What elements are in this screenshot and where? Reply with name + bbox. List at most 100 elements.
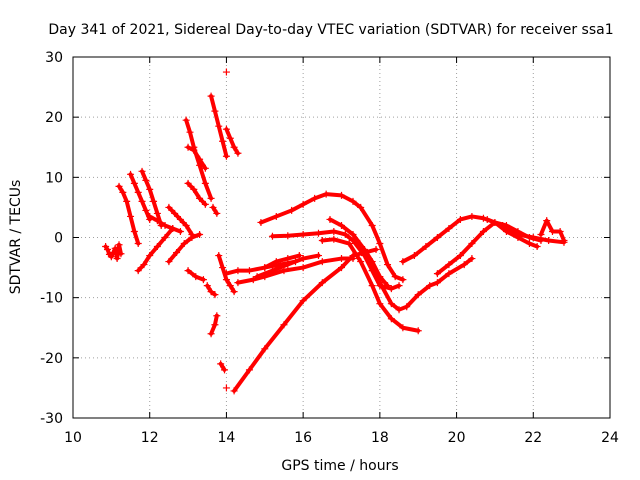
data-point-marker xyxy=(253,273,261,281)
x-tick-label: 20 xyxy=(448,430,466,446)
data-point-marker xyxy=(146,252,154,260)
data-point-marker xyxy=(284,255,292,263)
data-point-marker xyxy=(341,230,349,238)
data-point-marker xyxy=(414,291,422,299)
data-point-marker xyxy=(384,282,392,290)
data-point-marker xyxy=(196,194,204,202)
series-trace xyxy=(136,226,175,273)
data-point-marker xyxy=(445,270,453,278)
data-point-marker xyxy=(514,230,522,238)
data-point-marker xyxy=(391,273,399,281)
y-tick-label: 10 xyxy=(45,170,63,186)
data-point-marker xyxy=(284,261,292,269)
data-point-marker xyxy=(190,185,198,193)
data-point-marker xyxy=(318,258,326,266)
data-point-marker xyxy=(221,366,229,374)
data-point-marker xyxy=(403,303,411,311)
data-point-marker xyxy=(161,234,169,241)
data-point-marker xyxy=(169,224,177,232)
series-track-e xyxy=(146,212,184,235)
data-point-marker xyxy=(153,243,161,251)
data-point-marker xyxy=(399,258,407,266)
data-point-marker xyxy=(318,279,326,287)
data-point-marker xyxy=(153,209,161,217)
data-point-marker xyxy=(146,212,154,220)
data-point-marker xyxy=(460,261,468,269)
data-point-marker xyxy=(180,240,188,248)
data-point-marker xyxy=(537,230,545,238)
data-point-marker xyxy=(226,134,234,142)
data-point-marker xyxy=(311,194,319,202)
data-point-marker xyxy=(176,215,184,223)
x-tick-label: 12 xyxy=(141,430,159,446)
data-point-marker xyxy=(234,267,242,275)
data-point-marker xyxy=(127,212,135,220)
y-tick-label: -30 xyxy=(40,411,63,427)
data-point-marker xyxy=(109,249,117,257)
data-point-marker xyxy=(165,258,173,266)
data-point-marker xyxy=(387,315,395,323)
series-track-n xyxy=(209,203,221,217)
data-point-marker xyxy=(330,227,338,235)
x-tick-label: 24 xyxy=(601,430,619,446)
data-point-marker xyxy=(219,264,227,272)
data-point-marker xyxy=(445,224,453,232)
data-point-marker xyxy=(211,107,219,115)
data-point-marker xyxy=(222,270,230,278)
data-point-marker xyxy=(357,203,365,211)
data-point-marker xyxy=(268,232,276,240)
data-point-marker xyxy=(288,206,296,214)
series-track-d xyxy=(134,224,177,275)
data-point-marker xyxy=(426,282,434,290)
data-point-marker xyxy=(433,234,441,241)
data-point-marker xyxy=(414,327,422,335)
data-point-marker xyxy=(345,240,353,248)
y-tick-label: 30 xyxy=(45,50,63,66)
data-point-marker xyxy=(142,176,150,184)
data-point-marker xyxy=(322,190,330,198)
data-point-marker xyxy=(468,255,476,263)
data-point-marker xyxy=(203,282,211,290)
series-track-w xyxy=(253,252,322,281)
data-point-marker xyxy=(192,273,200,281)
data-point-marker xyxy=(548,227,556,235)
data-point-marker xyxy=(314,252,322,260)
data-point-marker xyxy=(142,206,150,214)
chart-title: Day 341 of 2021, Sidereal Day-to-day VTE… xyxy=(48,22,613,38)
y-tick-label: 0 xyxy=(54,231,63,247)
data-point-marker xyxy=(222,384,230,392)
series-trace xyxy=(224,127,240,156)
data-point-marker xyxy=(376,300,384,308)
data-point-marker xyxy=(196,155,204,163)
data-point-marker xyxy=(199,276,207,284)
series-track-i xyxy=(184,143,209,172)
data-point-marker xyxy=(111,244,119,252)
data-point-marker xyxy=(353,237,361,245)
series-trace xyxy=(117,184,141,246)
data-point-marker xyxy=(338,221,345,229)
series-cluster-a xyxy=(102,241,125,263)
data-point-marker xyxy=(201,200,209,208)
data-point-marker xyxy=(186,128,194,136)
x-axis-label: GPS time / hours xyxy=(281,458,398,474)
series-track-ab xyxy=(318,235,422,335)
series-track-m xyxy=(222,125,242,157)
data-point-marker xyxy=(134,240,142,248)
data-point-marker xyxy=(387,300,395,308)
data-point-marker xyxy=(299,297,307,305)
data-point-marker xyxy=(384,261,392,269)
data-point-marker xyxy=(115,182,123,190)
series-track-k xyxy=(184,267,207,284)
y-tick-label: -20 xyxy=(40,351,63,367)
series-trace xyxy=(258,192,405,282)
data-point-marker xyxy=(261,345,269,353)
data-point-marker xyxy=(261,264,269,272)
data-point-marker xyxy=(399,324,407,332)
series-trace xyxy=(186,145,208,171)
series-trace xyxy=(262,253,302,270)
data-point-marker xyxy=(245,366,253,374)
data-point-marker xyxy=(376,240,384,248)
data-point-marker xyxy=(245,267,253,275)
data-point-marker xyxy=(226,282,234,290)
data-point-marker xyxy=(207,288,215,296)
